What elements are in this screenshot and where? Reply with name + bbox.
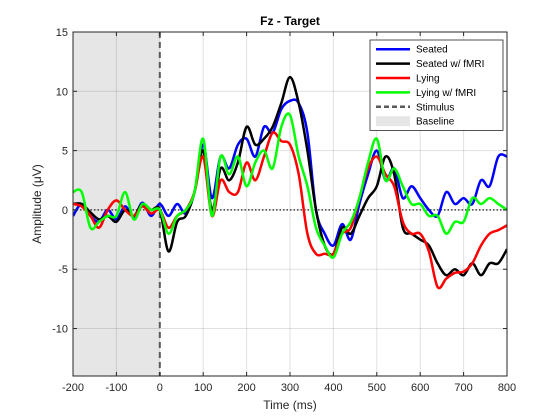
y-tick-label: -10 (52, 324, 68, 336)
x-tick-label: 600 (411, 382, 429, 394)
legend-label: Lying (416, 74, 440, 85)
series-line-3 (73, 112, 507, 259)
y-tick-label: 5 (62, 146, 68, 158)
x-tick-label: 0 (157, 382, 163, 394)
x-tick-label: 800 (498, 382, 516, 394)
x-axis-label: Time (ms) (263, 398, 317, 412)
legend-label: Seated w/ fMRI (416, 59, 484, 70)
series-line-2 (73, 131, 507, 290)
legend-label: Stimulus (416, 102, 454, 113)
y-tick-label: -5 (58, 264, 68, 276)
y-axis-label: Amplitude (μV) (30, 164, 44, 244)
series-lines (73, 75, 507, 290)
x-tick-label: -100 (105, 382, 127, 394)
x-tick-label: 100 (194, 382, 212, 394)
x-tick-label: 700 (454, 382, 472, 394)
y-tick-label: 0 (62, 205, 68, 217)
legend-swatch (376, 116, 410, 127)
tick-labels: -200 -100 0 100 200 300 400 500 600 700 800 -10 -5 0 5… (52, 27, 516, 394)
x-tick-label: 300 (281, 382, 299, 394)
legend-label: Seated (416, 45, 448, 56)
x-tick-label: 200 (237, 382, 255, 394)
x-tick-label: 500 (368, 382, 386, 394)
legend: Seated Seated w/ fMRI Lying Lying w/ fMRI St… (369, 39, 504, 131)
y-tick-label: 15 (56, 27, 68, 39)
x-tick-label: 400 (324, 382, 342, 394)
axes (72, 31, 508, 377)
legend-box (369, 39, 504, 131)
chart-title: Fz - Target (260, 14, 320, 28)
y-tick-label: 10 (56, 86, 68, 98)
legend-label: Lying w/ fMRI (416, 88, 476, 99)
legend-label: Baseline (416, 117, 455, 128)
x-tick-label: -200 (62, 382, 84, 394)
